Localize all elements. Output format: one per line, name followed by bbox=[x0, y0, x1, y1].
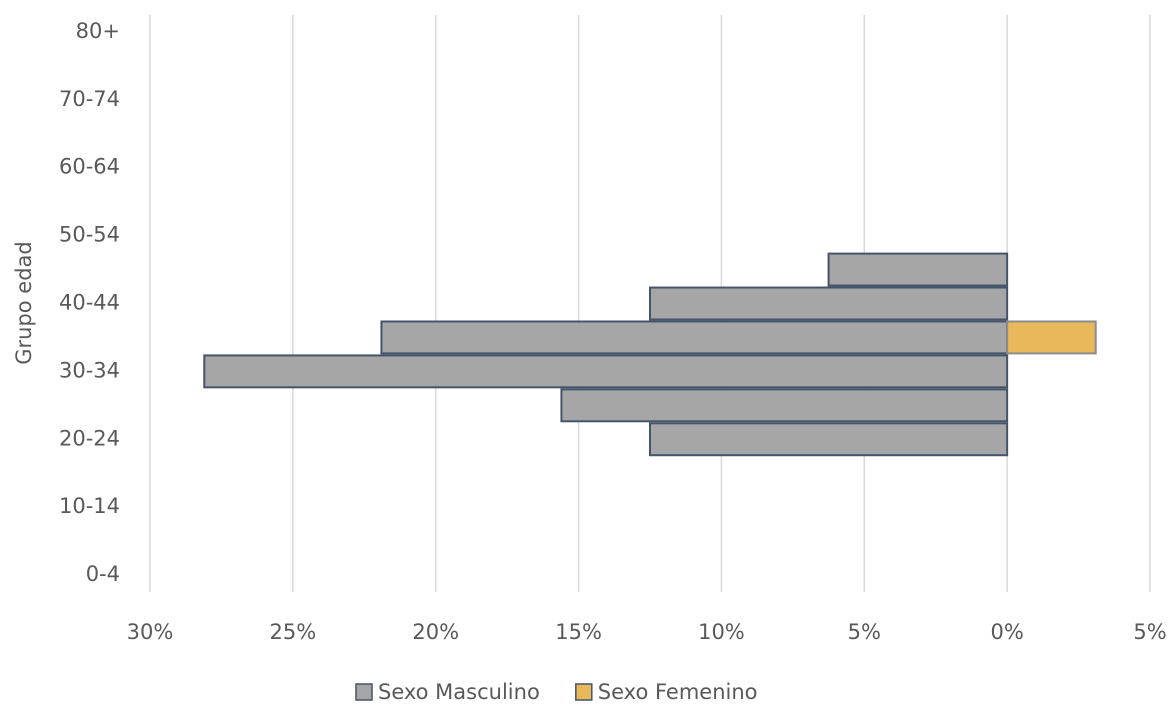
x-tick-label: 30% bbox=[127, 620, 174, 644]
x-tick-label: 5% bbox=[848, 620, 881, 644]
legend-swatch bbox=[575, 683, 593, 701]
bar bbox=[827, 252, 1009, 287]
y-tick-label: 20-24 bbox=[59, 426, 120, 450]
y-tick-label: 50-54 bbox=[59, 223, 120, 247]
y-tick-label: 70-74 bbox=[59, 87, 120, 111]
legend-label: Sexo Masculino bbox=[378, 680, 540, 704]
y-tick-label: 60-64 bbox=[59, 155, 120, 179]
bar bbox=[203, 354, 1009, 389]
legend-swatch bbox=[355, 683, 373, 701]
legend-label: Sexo Femenino bbox=[598, 680, 758, 704]
bar bbox=[649, 286, 1009, 321]
x-tick-label: 20% bbox=[412, 620, 459, 644]
x-tick-label: 5% bbox=[1133, 620, 1166, 644]
x-tick-label: 0% bbox=[990, 620, 1023, 644]
y-tick-label: 40-44 bbox=[59, 291, 120, 315]
y-axis-title: Grupo edad bbox=[12, 241, 36, 365]
y-tick-label: 80+ bbox=[76, 19, 120, 43]
bar bbox=[649, 422, 1009, 457]
x-tick-label: 25% bbox=[270, 620, 317, 644]
y-tick-label: 30-34 bbox=[59, 358, 120, 382]
bar bbox=[380, 320, 1009, 355]
bar bbox=[560, 388, 1009, 423]
y-tick-label: 0-4 bbox=[86, 562, 120, 586]
x-tick-label: 10% bbox=[698, 620, 745, 644]
bar bbox=[1006, 320, 1097, 355]
x-tick-label: 15% bbox=[555, 620, 602, 644]
y-tick-label: 10-14 bbox=[59, 494, 120, 518]
